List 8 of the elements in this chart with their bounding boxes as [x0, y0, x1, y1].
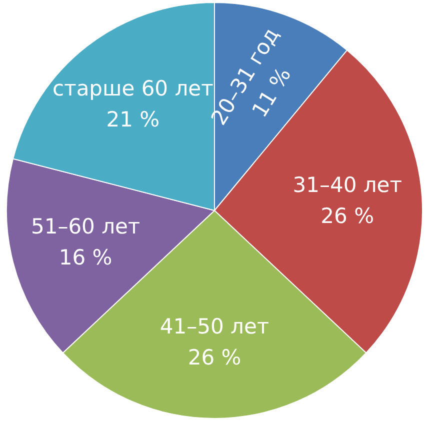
data-label: 26 % [188, 346, 242, 370]
data-label: 21 % [106, 107, 160, 132]
data-label: 16 % [58, 246, 112, 270]
data-label: 26 % [320, 204, 374, 228]
slice-label: 31–40 лет [292, 173, 402, 198]
slice-label: 51–60 лет [30, 214, 140, 239]
slice-label: старше 60 лет [52, 76, 214, 100]
slice-label: 41–50 лет [160, 314, 270, 339]
